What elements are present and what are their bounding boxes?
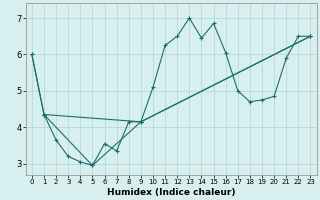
- X-axis label: Humidex (Indice chaleur): Humidex (Indice chaleur): [107, 188, 236, 197]
